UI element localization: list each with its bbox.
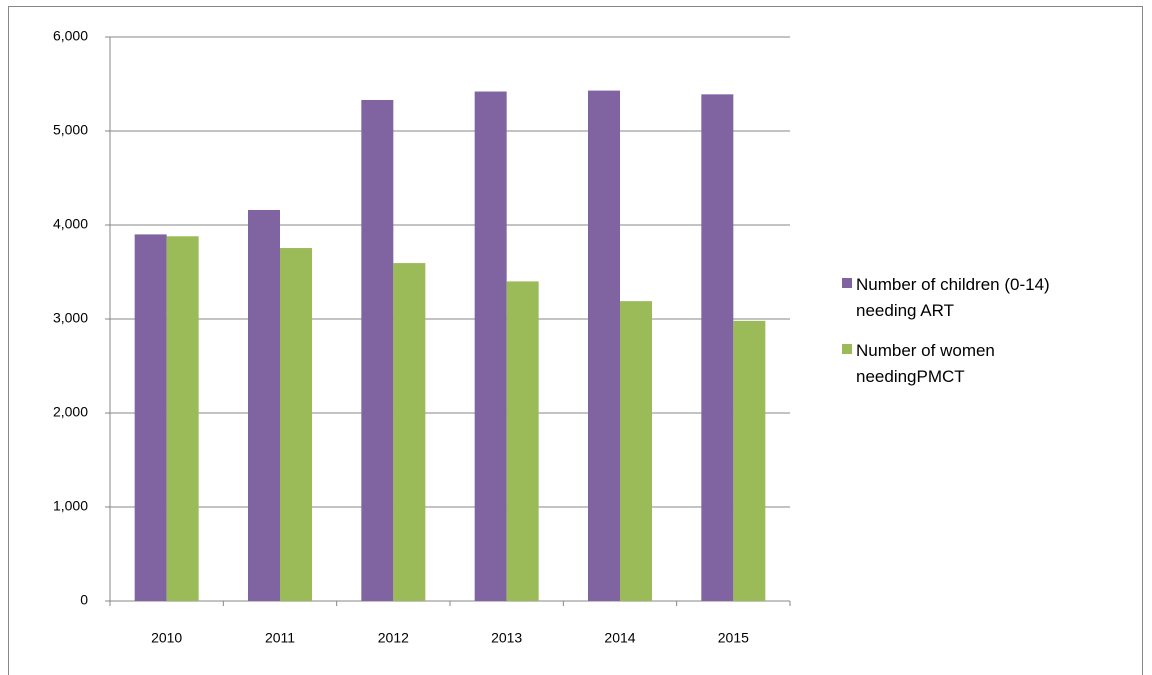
- y-tick-label: 6,000: [53, 28, 88, 44]
- bar: [361, 99, 394, 601]
- bar: [733, 320, 766, 601]
- bar: [588, 90, 620, 601]
- legend-swatch: [842, 278, 852, 288]
- y-tick-label: 4,000: [53, 216, 88, 232]
- x-tick-label: 2013: [491, 630, 522, 646]
- x-tick-label: 2011: [265, 630, 295, 646]
- legend-item: Number of women needingPMCT: [842, 338, 1142, 390]
- x-tick-label: 2014: [604, 630, 635, 646]
- y-tick-label: 5,000: [53, 122, 88, 138]
- legend-swatch: [842, 344, 852, 354]
- bar: [393, 263, 426, 601]
- y-tick-label: 3,000: [53, 310, 88, 326]
- legend-item: Number of children (0-14) needing ART: [842, 272, 1142, 324]
- bar: [280, 248, 312, 601]
- bar: [166, 236, 199, 601]
- bar: [701, 94, 734, 601]
- legend-label: Number of women needingPMCT: [856, 341, 995, 386]
- x-tick-label: 2010: [151, 630, 182, 646]
- bar: [474, 91, 507, 602]
- bar: [248, 209, 280, 601]
- x-tick-label: 2012: [378, 630, 409, 646]
- y-tick-label: 0: [80, 592, 88, 608]
- y-tick-label: 2,000: [53, 404, 88, 420]
- bar: [506, 281, 539, 601]
- bar: [134, 234, 167, 601]
- chart-border: [8, 6, 1143, 675]
- legend-label: Number of children (0-14) needing ART: [856, 275, 1050, 320]
- bar: [620, 301, 652, 601]
- x-tick-label: 2015: [718, 630, 749, 646]
- y-tick-label: 1,000: [53, 498, 88, 514]
- legend: Number of children (0-14) needing ART Num…: [842, 272, 1142, 404]
